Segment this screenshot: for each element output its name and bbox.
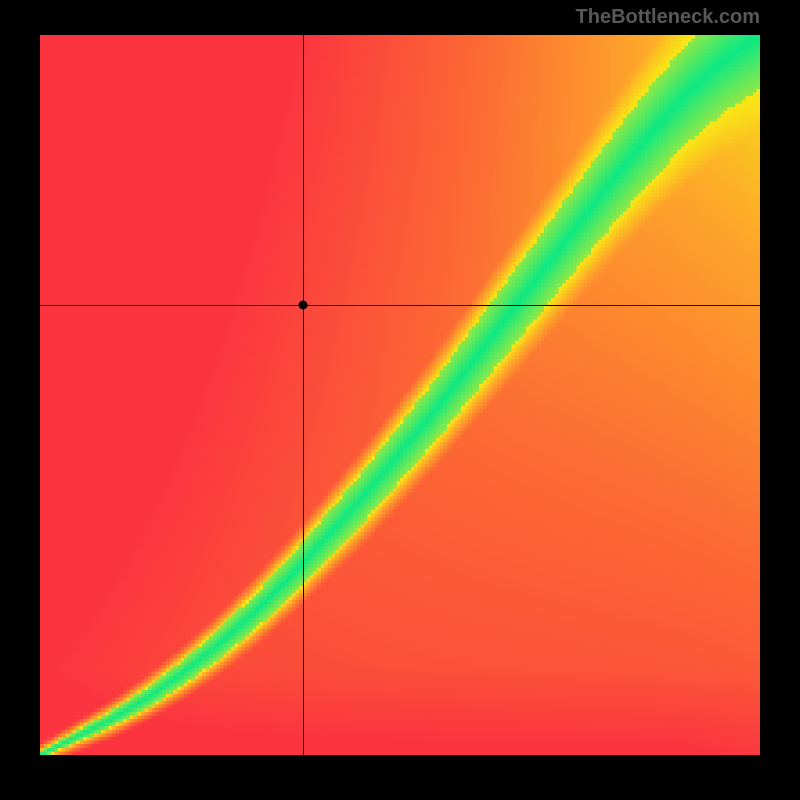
- crosshair-horizontal: [40, 305, 760, 306]
- plot-area: [40, 35, 760, 755]
- marker-point: [298, 301, 307, 310]
- crosshair-vertical: [303, 35, 304, 755]
- chart-container: TheBottleneck.com: [0, 0, 800, 800]
- watermark-text: TheBottleneck.com: [576, 6, 760, 29]
- heatmap-canvas: [40, 35, 760, 755]
